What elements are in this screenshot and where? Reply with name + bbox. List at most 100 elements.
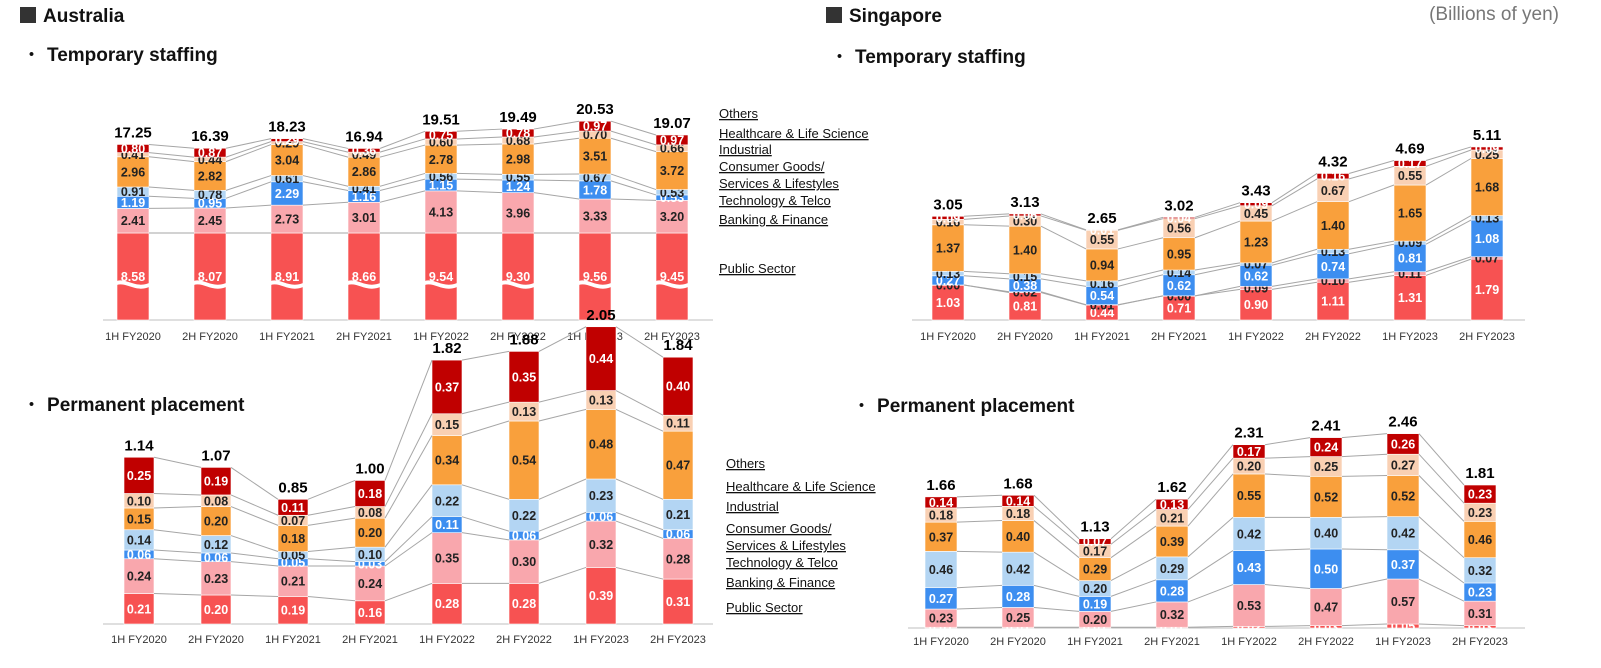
- tick-label: 2H FY2021: [1151, 331, 1207, 343]
- total-label: 18.23: [268, 119, 306, 136]
- bar-segment: [585, 478, 617, 513]
- bar-segment: [924, 521, 958, 552]
- bar-segment: [424, 190, 458, 234]
- segment-label: 0.12: [204, 538, 228, 552]
- segment-label: 0.23: [1468, 586, 1492, 600]
- segment-label: 0.34: [435, 454, 459, 468]
- bar-segment: [1470, 158, 1504, 216]
- series-connector: [533, 130, 580, 138]
- series-connector: [225, 175, 272, 191]
- segment-label: 0.42: [1237, 527, 1261, 541]
- series-connector: [302, 201, 349, 206]
- square-bullet-icon: [826, 7, 842, 23]
- bar-segment: [193, 232, 227, 321]
- segment-label: 0.62: [1167, 279, 1191, 293]
- bar-segment: [1386, 549, 1420, 580]
- series-connector: [384, 435, 433, 519]
- segment-label: 1.65: [1398, 207, 1422, 221]
- series-connector: [461, 401, 510, 415]
- segment-label: 1.40: [1013, 243, 1037, 257]
- legend-entry: Services & Lifestyles: [719, 176, 839, 191]
- segment-label: 0.27: [929, 592, 953, 606]
- series-connector: [230, 594, 279, 597]
- segment-label: 0.14: [127, 533, 151, 547]
- segment-label: 0.38: [1013, 279, 1037, 293]
- segment-label: 0.87: [198, 146, 222, 160]
- bar-segment: [1232, 550, 1266, 585]
- series-connector: [538, 390, 587, 403]
- series-connector: [1264, 456, 1311, 459]
- total-label: 17.25: [114, 124, 152, 141]
- segment-label: 0.70: [583, 128, 607, 142]
- bar-segment: [662, 578, 694, 625]
- legend-entry: Consumer Goods/: [726, 521, 832, 536]
- segment-label: 0.19: [281, 604, 305, 618]
- series-connector: [533, 192, 580, 200]
- series-connector: [1341, 623, 1388, 627]
- series-connector: [963, 270, 1010, 275]
- segment-label: 2.73: [275, 213, 299, 227]
- series-connector: [538, 408, 587, 422]
- series-connector: [615, 478, 664, 500]
- series-connector: [1264, 625, 1311, 627]
- segment-label: 0.48: [589, 438, 613, 452]
- segment-label: 0.28: [1006, 590, 1030, 604]
- series-connector: [230, 561, 279, 567]
- bar-segment: [123, 456, 155, 494]
- segment-label: 1.37: [936, 242, 960, 256]
- segment-label: 1.08: [1475, 232, 1499, 246]
- series-connector: [1425, 149, 1472, 167]
- series-connector: [384, 532, 433, 567]
- series-connector: [1271, 173, 1318, 204]
- axis-break-mark: [190, 280, 230, 289]
- tick-label: 1H FY2022: [419, 634, 475, 646]
- tick-label: 2H FY2022: [1298, 636, 1354, 648]
- series-connector: [1187, 584, 1234, 603]
- series-connector: [1271, 248, 1318, 264]
- total-label: 2.05: [586, 307, 615, 324]
- segment-label: 9.30: [506, 270, 530, 284]
- bar-segment: [1155, 601, 1189, 628]
- series-connector: [956, 494, 1003, 498]
- legend-entry: Industrial: [719, 142, 772, 157]
- segment-label: 0.44: [589, 352, 613, 366]
- segment-label: 3.01: [352, 211, 376, 225]
- segment-label: 0.20: [1237, 460, 1261, 474]
- bar-segment: [1393, 275, 1427, 321]
- series-connector: [963, 224, 1010, 227]
- bar-segment: [1239, 220, 1273, 264]
- total-label: 1.84: [663, 337, 693, 354]
- series-connector: [610, 130, 657, 146]
- series-connector: [1264, 437, 1311, 446]
- total-label: 1.00: [355, 460, 384, 477]
- segment-label: 0.78: [198, 188, 222, 202]
- segment-label: 0.13: [589, 393, 613, 407]
- segment-label: 0.21: [666, 508, 690, 522]
- series-connector: [384, 413, 433, 507]
- panel-title-sg-perm: ・ Permanent placement: [852, 391, 1074, 418]
- tick-label: 2H FY2023: [1459, 331, 1515, 343]
- tick-label: 1H FY2023: [1382, 331, 1438, 343]
- segment-label: 0.28: [435, 597, 459, 611]
- segment-label: 0.95: [1167, 247, 1191, 261]
- tick-label: 1H FY2021: [265, 634, 321, 646]
- series-connector: [1271, 278, 1318, 287]
- segment-label: 0.67: [583, 171, 607, 185]
- segment-label: 0.74: [1321, 260, 1345, 274]
- segment-label: 0.14: [929, 496, 953, 510]
- bar-segment: [200, 594, 232, 625]
- segment-label: 0.29: [275, 134, 299, 148]
- segment-label: 0.17: [1398, 157, 1422, 171]
- segment-label: 0.25: [127, 469, 151, 483]
- segment-label: 0.20: [204, 603, 228, 617]
- series-connector: [456, 128, 503, 132]
- segment-label: 0.06: [127, 548, 151, 562]
- bar-segment: [123, 593, 155, 625]
- bar-segment: [501, 232, 535, 321]
- segment-label: 0.10: [127, 494, 151, 508]
- series-connector: [1187, 444, 1234, 500]
- bar-segment: [1386, 475, 1420, 517]
- segment-label: 0.37: [1391, 558, 1415, 572]
- segment-label: 0.06: [204, 551, 228, 565]
- series-connector: [456, 172, 503, 175]
